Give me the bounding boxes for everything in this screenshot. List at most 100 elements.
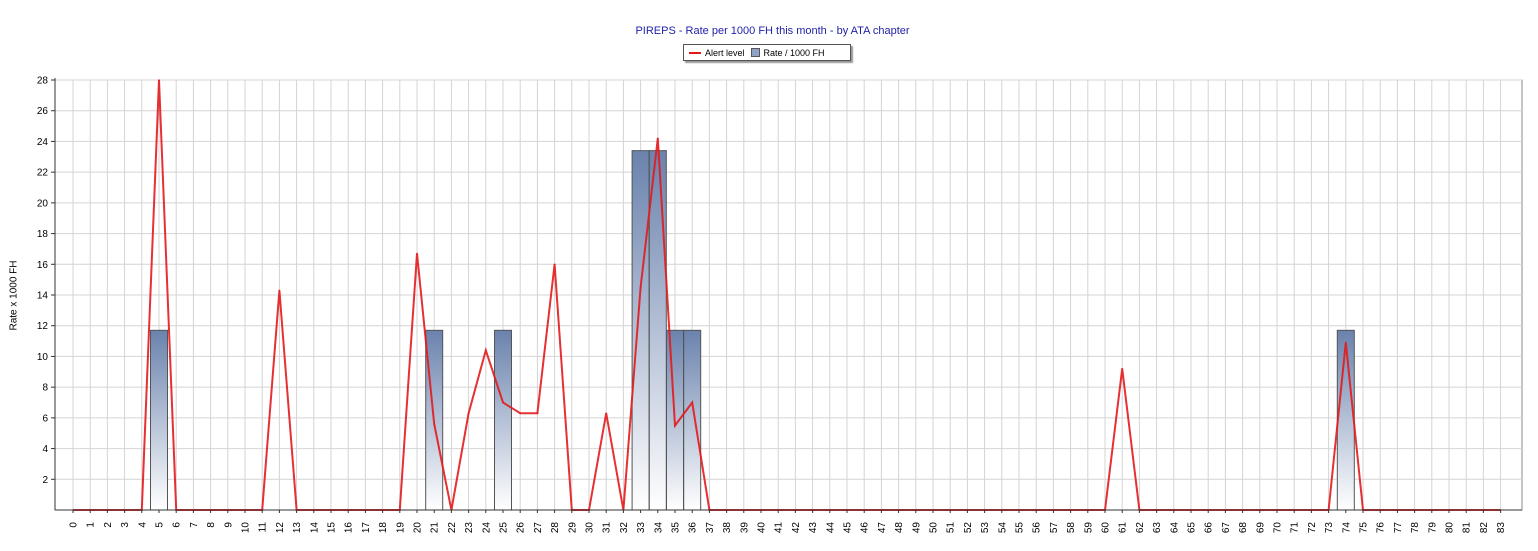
alert-point-61	[1121, 367, 1123, 370]
x-tick-label: 43	[808, 522, 819, 534]
x-tick-label: 38	[722, 522, 733, 534]
x-tick-label: 15	[327, 522, 338, 534]
x-tick-label: 57	[1049, 522, 1060, 534]
y-tick-label: 28	[37, 76, 49, 87]
y-tick-label: 12	[37, 321, 49, 332]
x-tick-label: 80	[1445, 522, 1456, 534]
x-tick-label: 36	[688, 522, 699, 534]
x-tick-label: 61	[1118, 522, 1129, 534]
x-tick-label: 60	[1101, 522, 1112, 534]
x-tick-label: 9	[223, 522, 234, 528]
x-tick-label: 3	[120, 522, 131, 528]
alert-point-28	[553, 263, 556, 266]
x-tick-label: 21	[430, 522, 441, 534]
y-tick-label: 14	[37, 291, 49, 302]
x-tick-label: 18	[378, 522, 389, 534]
x-tick-label: 7	[189, 522, 200, 528]
x-tick-label: 8	[206, 522, 217, 528]
y-tick-label: 6	[42, 413, 48, 424]
x-tick-label: 17	[361, 522, 372, 534]
x-tick-label: 29	[567, 522, 578, 534]
alert-point-12	[278, 289, 281, 292]
legend-bar-swatch	[750, 48, 760, 57]
y-tick-label: 2	[42, 475, 48, 486]
legend-item-alert-level: Alert level	[689, 48, 745, 58]
x-tick-label: 30	[585, 522, 596, 534]
y-tick-label: 26	[37, 106, 49, 117]
bar-34	[648, 150, 667, 511]
alert-point-26	[519, 412, 521, 415]
y-tick-label: 22	[37, 168, 49, 179]
x-tick-label: 26	[516, 522, 527, 534]
x-tick-label: 28	[550, 522, 561, 534]
x-tick-label: 19	[395, 522, 406, 534]
alert-point-74	[1345, 341, 1347, 344]
x-tick-label: 52	[963, 522, 974, 534]
x-tick-label: 4	[137, 522, 148, 528]
x-tick-label: 75	[1359, 522, 1370, 534]
alert-point-23	[467, 412, 470, 415]
alert-point-34	[657, 137, 659, 140]
alert-point-21	[433, 423, 436, 425]
x-tick-label: 78	[1410, 522, 1421, 534]
bar-33	[631, 150, 650, 511]
x-tick-label: 1	[86, 522, 97, 528]
bar-74	[1336, 329, 1355, 511]
x-tick-label: 77	[1393, 522, 1404, 534]
x-tick-label: 31	[602, 522, 613, 534]
alert-point-24	[485, 349, 487, 352]
x-tick-label: 56	[1032, 522, 1043, 534]
y-tick-label: 24	[37, 137, 49, 148]
alert-point-33	[639, 286, 642, 289]
x-tick-label: 62	[1135, 522, 1146, 534]
x-tick-label: 14	[309, 522, 320, 534]
x-tick-label: 11	[258, 522, 269, 533]
alert-point-5	[158, 79, 160, 81]
alert-point-31	[605, 412, 607, 415]
x-tick-label: 51	[946, 522, 957, 534]
x-tick-label: 24	[481, 522, 492, 534]
chart-title: PIREPS - Rate per 1000 FH this month - b…	[635, 25, 910, 37]
x-tick-label: 82	[1479, 522, 1490, 534]
x-tick-label: 83	[1496, 522, 1507, 534]
alert-point-35	[674, 424, 676, 427]
alert-point-25	[502, 401, 504, 404]
x-tick-label: 20	[413, 522, 424, 534]
bar-5	[150, 329, 168, 511]
x-tick-label: 70	[1273, 522, 1284, 534]
bar-36	[683, 329, 702, 511]
x-tick-label: 49	[911, 522, 922, 534]
x-tick-label: 81	[1462, 522, 1473, 534]
y-tick-label: 16	[37, 260, 49, 271]
x-tick-label: 13	[292, 522, 303, 534]
x-tick-label: 54	[997, 522, 1008, 534]
x-tick-label: 23	[464, 522, 475, 534]
legend-label-rate: Rate / 1000 FH	[763, 47, 825, 58]
y-tick-label: 20	[37, 198, 49, 209]
x-tick-label: 69	[1255, 522, 1266, 534]
alert-point-20	[416, 252, 418, 255]
x-tick-label: 40	[757, 522, 768, 534]
legend-item-rate: Rate / 1000 FH	[750, 47, 825, 58]
x-tick-label: 73	[1324, 522, 1335, 534]
x-tick-label: 76	[1376, 522, 1387, 534]
x-tick-label: 33	[636, 522, 647, 534]
x-tick-label: 12	[275, 522, 286, 534]
x-tick-label: 22	[447, 522, 458, 534]
x-tick-label: 5	[155, 522, 166, 528]
bar-25	[494, 329, 512, 511]
y-tick-label: 8	[42, 383, 48, 394]
x-tick-label: 59	[1083, 522, 1094, 534]
x-tick-label: 72	[1307, 522, 1318, 534]
x-tick-label: 68	[1238, 522, 1249, 534]
x-tick-label: 55	[1015, 522, 1026, 534]
x-tick-label: 25	[499, 522, 510, 534]
x-tick-label: 39	[739, 522, 750, 534]
x-tick-label: 42	[791, 522, 802, 534]
x-tick-label: 48	[894, 522, 905, 534]
x-tick-label: 27	[533, 522, 544, 534]
x-tick-label: 58	[1066, 522, 1077, 534]
x-tick-label: 37	[705, 522, 716, 534]
x-tick-label: 53	[980, 522, 991, 534]
